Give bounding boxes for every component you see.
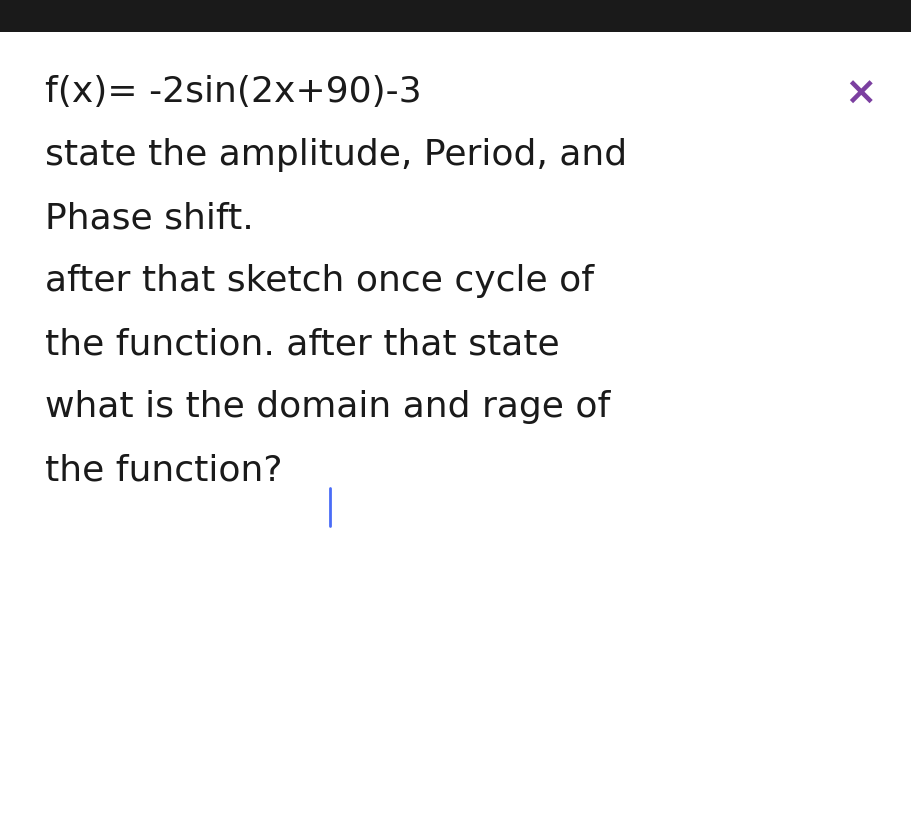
Text: after that sketch once cycle of: after that sketch once cycle of bbox=[45, 264, 594, 298]
Bar bbox=[0, 0, 911, 32]
Text: state the amplitude, Period, and: state the amplitude, Period, and bbox=[45, 138, 627, 172]
Text: ×: × bbox=[844, 75, 876, 113]
Text: what is the domain and rage of: what is the domain and rage of bbox=[45, 390, 610, 424]
Text: Phase shift.: Phase shift. bbox=[45, 201, 254, 235]
Text: the function. after that state: the function. after that state bbox=[45, 327, 559, 361]
Text: f(x)= -2sin(2x+90)-3: f(x)= -2sin(2x+90)-3 bbox=[45, 75, 422, 109]
Text: the function?: the function? bbox=[45, 453, 282, 487]
